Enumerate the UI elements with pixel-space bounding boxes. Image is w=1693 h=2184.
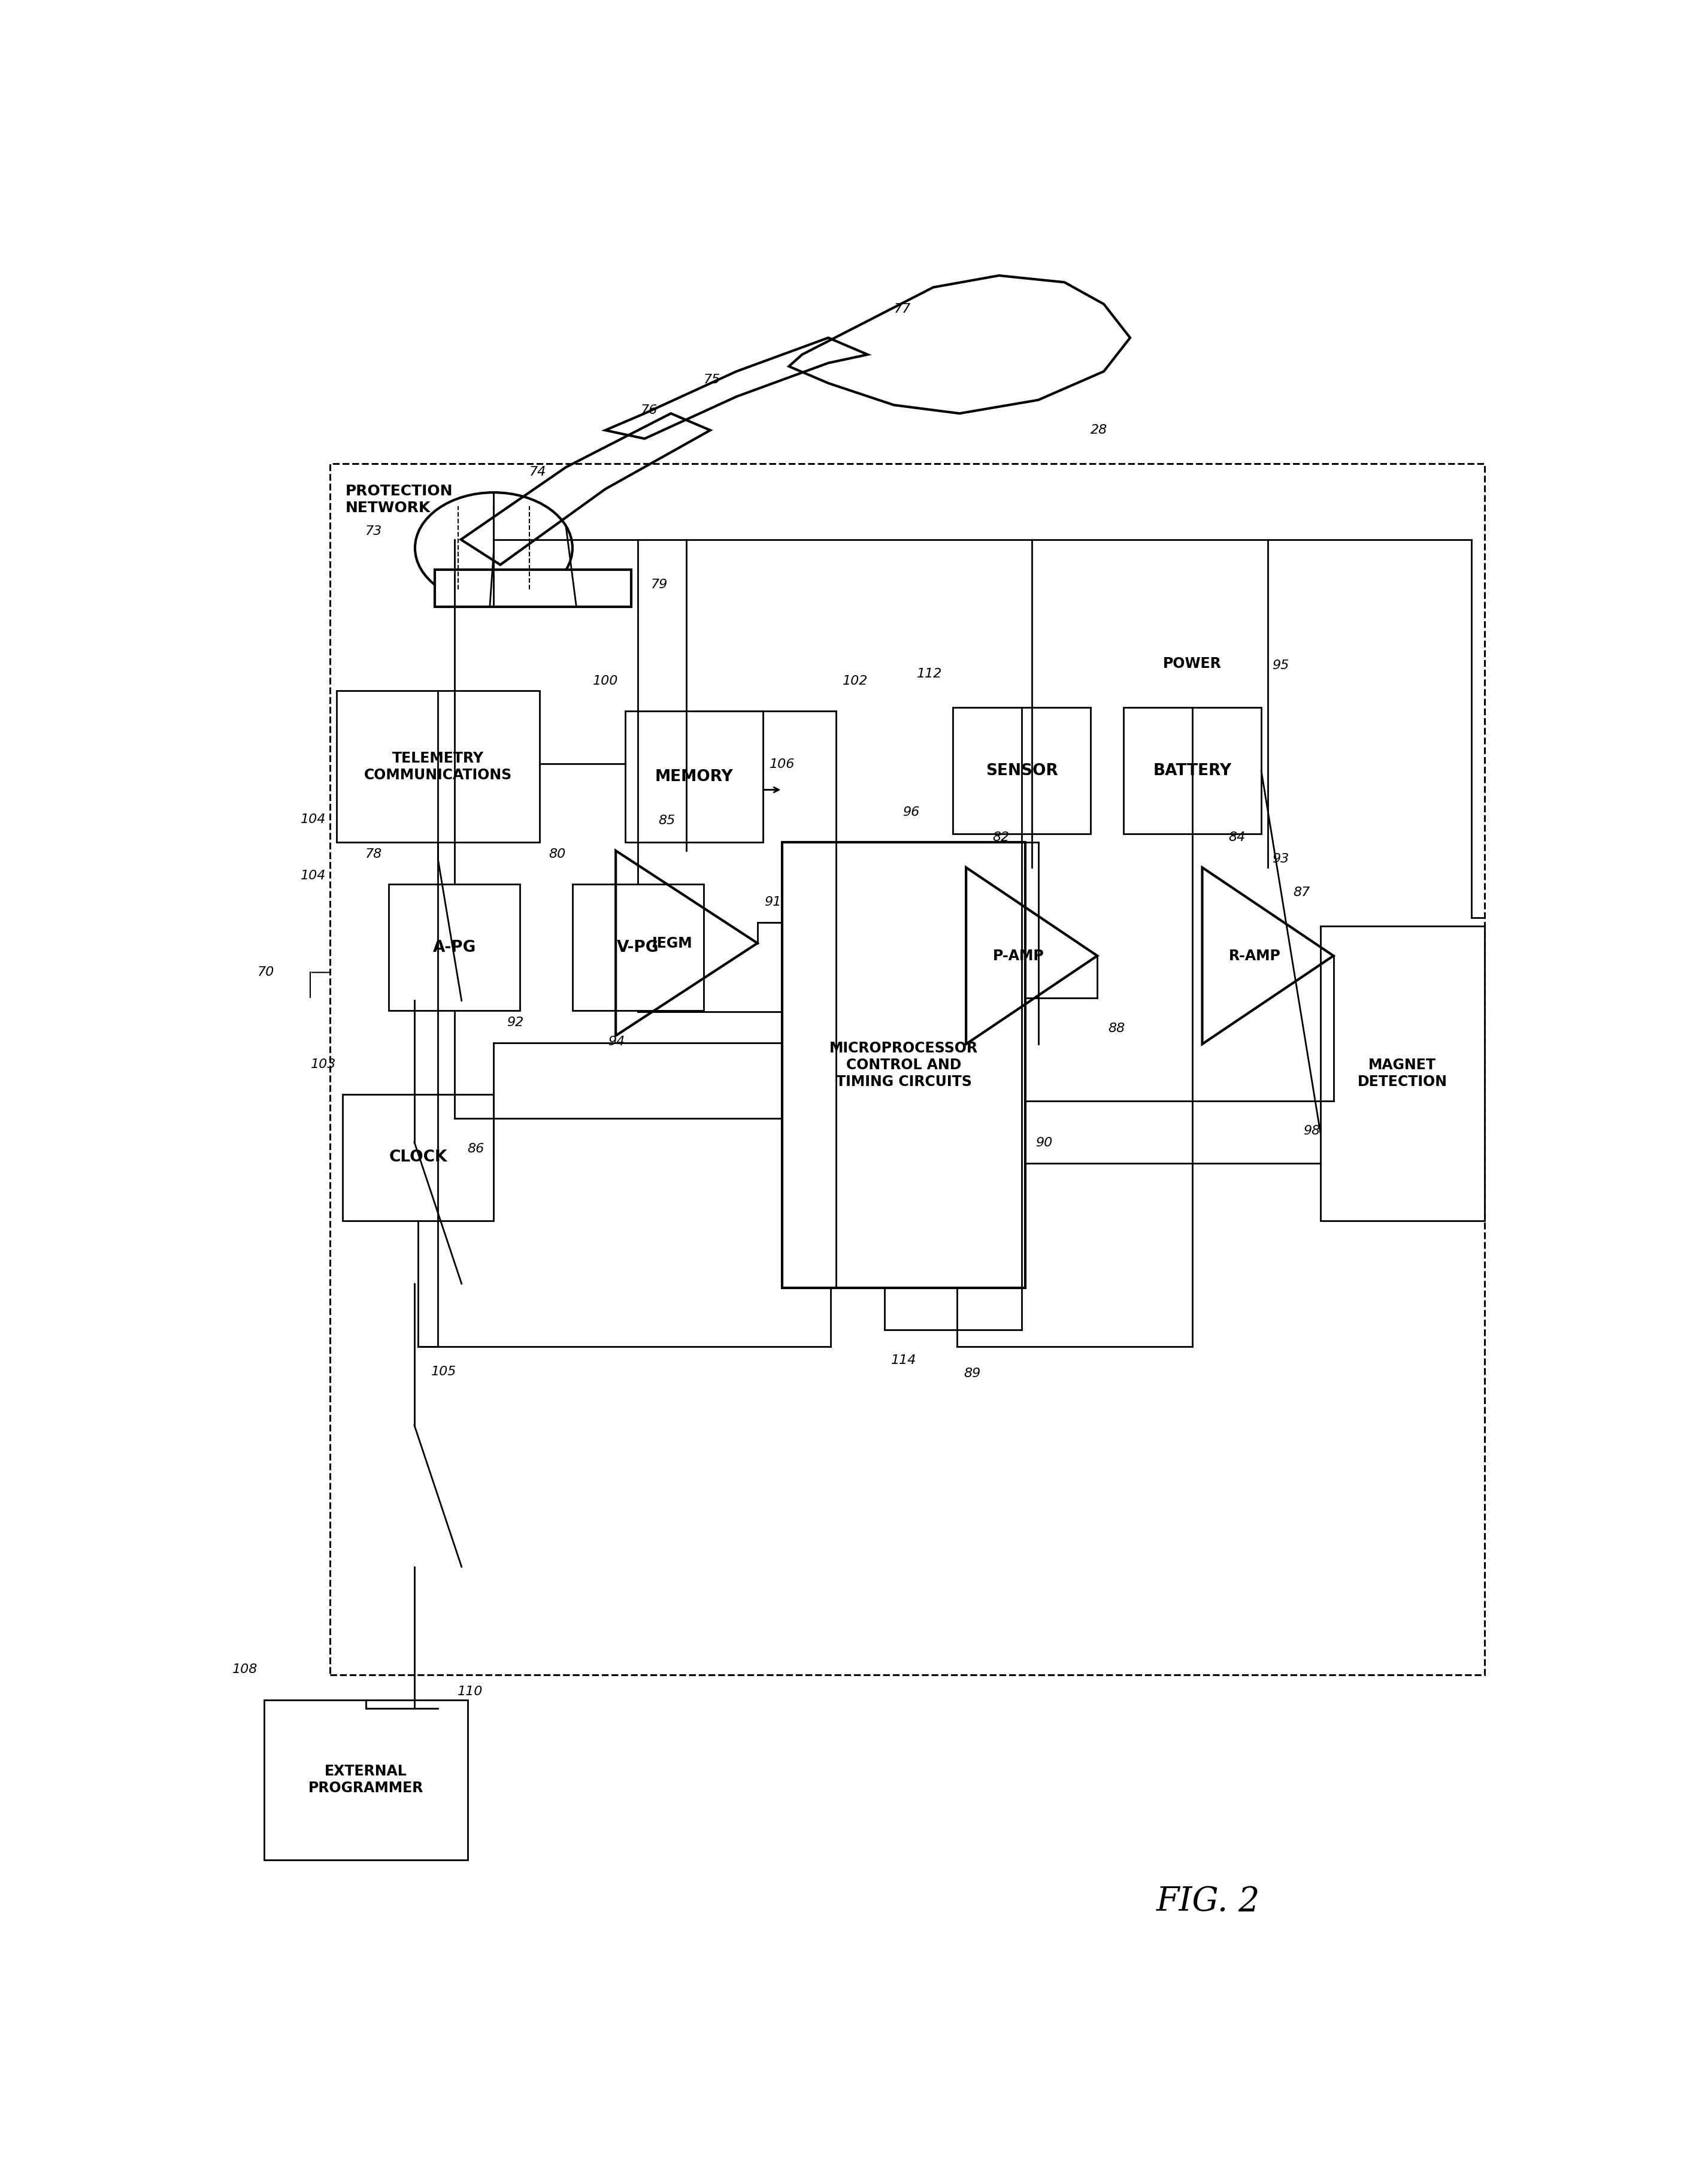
Text: R-AMP: R-AMP <box>1229 948 1280 963</box>
Text: 108: 108 <box>232 1664 257 1675</box>
Bar <box>337 690 540 843</box>
Text: 82: 82 <box>992 832 1009 843</box>
Bar <box>572 885 704 1011</box>
Text: 106: 106 <box>769 758 794 771</box>
Text: 105: 105 <box>432 1365 457 1378</box>
Text: 76: 76 <box>642 404 657 417</box>
Ellipse shape <box>415 491 572 603</box>
Bar <box>342 1094 494 1221</box>
Text: P-AMP: P-AMP <box>992 948 1045 963</box>
Text: 112: 112 <box>918 668 943 679</box>
Bar <box>782 843 1026 1289</box>
Text: 104: 104 <box>300 869 325 882</box>
Text: 92: 92 <box>506 1016 523 1029</box>
Text: 98: 98 <box>1304 1125 1321 1138</box>
Bar <box>953 708 1090 834</box>
Text: 89: 89 <box>963 1367 980 1380</box>
Text: EXTERNAL
PROGRAMMER: EXTERNAL PROGRAMMER <box>308 1765 423 1795</box>
Text: 73: 73 <box>366 524 383 537</box>
Text: 110: 110 <box>457 1686 483 1697</box>
Text: 94: 94 <box>608 1035 625 1048</box>
Text: FIG. 2: FIG. 2 <box>1156 1885 1260 1918</box>
Text: 28: 28 <box>1090 424 1107 437</box>
Text: TELEMETRY
COMMUNICATIONS: TELEMETRY COMMUNICATIONS <box>364 751 511 782</box>
Text: 80: 80 <box>549 847 565 860</box>
Text: 100: 100 <box>593 675 618 686</box>
Text: MEMORY: MEMORY <box>655 769 733 784</box>
Text: 88: 88 <box>1107 1022 1124 1035</box>
Text: 95: 95 <box>1271 660 1288 673</box>
Text: 96: 96 <box>902 806 919 819</box>
Text: 85: 85 <box>659 815 676 826</box>
Text: CLOCK: CLOCK <box>389 1149 447 1166</box>
Bar <box>264 1699 467 1861</box>
Bar <box>330 463 1485 1675</box>
Text: BATTERY: BATTERY <box>1153 762 1233 778</box>
Text: V-PG: V-PG <box>616 939 659 954</box>
Text: MAGNET
DETECTION: MAGNET DETECTION <box>1358 1057 1448 1090</box>
Text: 114: 114 <box>891 1354 916 1367</box>
Text: 103: 103 <box>312 1059 337 1070</box>
Text: MICROPROCESSOR
CONTROL AND
TIMING CIRCUITS: MICROPROCESSOR CONTROL AND TIMING CIRCUI… <box>830 1042 979 1090</box>
Text: 104: 104 <box>300 815 325 826</box>
Text: 93: 93 <box>1271 854 1288 865</box>
Text: 91: 91 <box>764 895 780 909</box>
Text: A-PG: A-PG <box>433 939 476 954</box>
Text: 86: 86 <box>467 1142 484 1155</box>
Bar <box>435 570 631 607</box>
Text: 84: 84 <box>1229 832 1246 843</box>
Text: 87: 87 <box>1293 887 1310 898</box>
Text: POWER: POWER <box>1163 657 1222 670</box>
Text: 74: 74 <box>530 467 547 478</box>
Text: 78: 78 <box>366 847 383 860</box>
Bar <box>389 885 520 1011</box>
Text: 79: 79 <box>652 579 669 590</box>
Text: 102: 102 <box>843 675 869 686</box>
Text: IEGM: IEGM <box>652 937 692 950</box>
Bar <box>1321 926 1485 1221</box>
Text: 77: 77 <box>894 304 911 314</box>
Bar <box>1124 708 1261 834</box>
Bar <box>625 712 764 843</box>
Text: 75: 75 <box>704 373 721 387</box>
Text: 70: 70 <box>257 968 274 978</box>
Text: PROTECTION
NETWORK: PROTECTION NETWORK <box>345 485 454 515</box>
Text: 90: 90 <box>1036 1138 1053 1149</box>
Text: SENSOR: SENSOR <box>985 762 1058 778</box>
